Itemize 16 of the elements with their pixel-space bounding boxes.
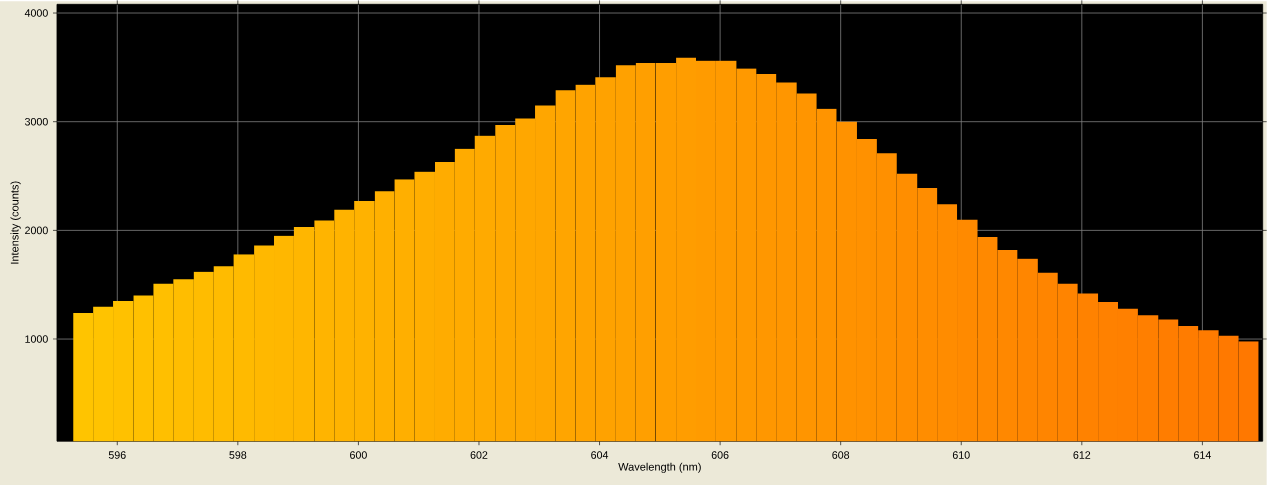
x-tick-label: 612 <box>1073 451 1091 459</box>
x-tick-label: 610 <box>952 451 970 459</box>
y-tick-label: 3000 <box>24 117 48 126</box>
x-tick-label: 596 <box>108 451 126 459</box>
y-axis-title: Intensity (counts) <box>10 181 21 264</box>
x-tick-label: 604 <box>591 451 609 459</box>
x-tick-label: 608 <box>832 451 850 459</box>
x-axis-title: Wavelength (nm) <box>618 462 701 473</box>
y-tick-label: 4000 <box>24 9 48 17</box>
y-tick-label: 1000 <box>25 335 48 343</box>
y-tick-label: 2000 <box>25 226 48 235</box>
x-tick-label: 602 <box>470 451 488 459</box>
x-tick-label: 606 <box>711 451 729 459</box>
x-tick-label: 598 <box>229 451 247 459</box>
x-tick-label: 614 <box>1194 451 1211 459</box>
x-tick-label: 600 <box>350 451 367 459</box>
